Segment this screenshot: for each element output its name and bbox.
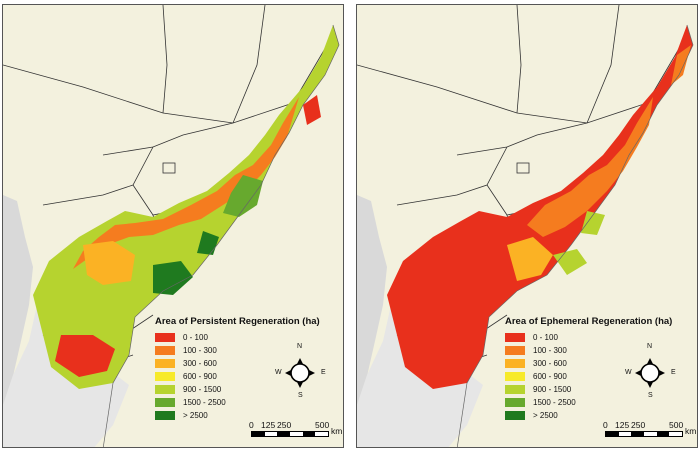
compass-e: E xyxy=(671,369,676,376)
legend-label: > 2500 xyxy=(533,411,558,420)
compass-s: S xyxy=(648,392,653,399)
north-arrow: N S W E xyxy=(275,343,326,399)
legend-label: 900 - 1500 xyxy=(183,385,222,394)
ephemeral-regeneration-map: Area of Ephemeral Regeneration (ha) 0 - … xyxy=(356,4,698,448)
legend-swatch xyxy=(505,411,525,420)
scale-tick: 0 xyxy=(603,420,608,430)
compass-s: S xyxy=(298,392,303,399)
legend-label: > 2500 xyxy=(183,411,208,420)
compass-w: W xyxy=(275,369,282,376)
legend-swatch xyxy=(505,359,525,368)
legend-item: 900 - 1500 xyxy=(505,383,672,396)
legend-swatch xyxy=(505,398,525,407)
legend-swatch xyxy=(505,346,525,355)
legend-swatch xyxy=(155,333,175,342)
scale-tick: 125 xyxy=(261,420,276,430)
legend-label: 100 - 300 xyxy=(183,346,217,355)
legend-label: 0 - 100 xyxy=(533,333,558,342)
legend-item: 600 - 900 xyxy=(155,370,320,383)
legend: Area of Ephemeral Regeneration (ha) 0 - … xyxy=(505,316,672,422)
legend-item: 100 - 300 xyxy=(155,344,320,357)
neighbor-country xyxy=(3,195,33,405)
compass-rose-icon xyxy=(285,358,315,388)
legend-label: 100 - 300 xyxy=(533,346,567,355)
scale-labels: 0 125 250 500 km xyxy=(603,420,696,436)
scale-tick: 0 xyxy=(249,420,254,430)
legend-swatch xyxy=(505,333,525,342)
legend-swatch xyxy=(505,372,525,381)
legend-label: 0 - 100 xyxy=(183,333,208,342)
map-canvas xyxy=(357,5,697,447)
legend-swatch xyxy=(155,385,175,394)
legend-item: 1500 - 2500 xyxy=(155,396,320,409)
north-arrow: N S W E xyxy=(625,343,676,399)
map-canvas xyxy=(3,5,343,447)
legend-label: 300 - 600 xyxy=(533,359,567,368)
scale-unit: km xyxy=(331,426,343,436)
legend-label: 600 - 900 xyxy=(183,372,217,381)
legend-title: Area of Ephemeral Regeneration (ha) xyxy=(505,316,673,327)
legend-item: 300 - 600 xyxy=(155,357,320,370)
scale-bar: 0 125 250 500 km xyxy=(603,420,696,437)
scale-segments xyxy=(251,431,329,437)
legend-swatch xyxy=(155,346,175,355)
neighbor-country xyxy=(357,195,387,405)
compass-e: E xyxy=(321,369,326,376)
scale-labels: 0 125 250 500 km xyxy=(249,420,342,436)
legend-item: 300 - 600 xyxy=(505,357,672,370)
legend-item: 1500 - 2500 xyxy=(505,396,672,409)
legend-item: > 2500 xyxy=(155,409,320,422)
legend-item: 100 - 300 xyxy=(505,344,672,357)
regeneration-raster xyxy=(387,25,693,389)
legend-title: Area of Persistent Regeneration (ha) xyxy=(155,316,320,327)
scale-tick: 250 xyxy=(277,420,292,430)
coastline xyxy=(102,24,340,447)
scale-tick: 125 xyxy=(615,420,630,430)
legend-label: 1500 - 2500 xyxy=(183,398,226,407)
legend-swatch xyxy=(155,359,175,368)
legend-swatch xyxy=(155,398,175,407)
legend-label: 1500 - 2500 xyxy=(533,398,576,407)
scale-unit: km xyxy=(685,426,697,436)
scale-tick: 500 xyxy=(669,420,684,430)
compass-rose-icon xyxy=(635,358,665,388)
scale-segments xyxy=(605,431,683,437)
compass-w: W xyxy=(625,369,632,376)
scale-bar: 0 125 250 500 km xyxy=(249,420,342,437)
legend-item: > 2500 xyxy=(505,409,672,422)
legend-label: 600 - 900 xyxy=(533,372,567,381)
legend-item: 600 - 900 xyxy=(505,370,672,383)
legend-swatch xyxy=(155,411,175,420)
legend-swatch xyxy=(505,385,525,394)
legend-item: 0 - 100 xyxy=(155,331,320,344)
compass-n: N xyxy=(297,343,303,350)
legend-label: 900 - 1500 xyxy=(533,385,572,394)
legend-item: 900 - 1500 xyxy=(155,383,320,396)
persistent-regeneration-map: Area of Persistent Regeneration (ha) 0 -… xyxy=(2,4,344,448)
legend-label: 300 - 600 xyxy=(183,359,217,368)
scale-tick: 250 xyxy=(631,420,646,430)
scale-tick: 500 xyxy=(315,420,330,430)
legend-swatch xyxy=(155,372,175,381)
legend: Area of Persistent Regeneration (ha) 0 -… xyxy=(155,316,320,422)
compass-n: N xyxy=(647,343,653,350)
coastline xyxy=(456,24,694,447)
legend-item: 0 - 100 xyxy=(505,331,672,344)
